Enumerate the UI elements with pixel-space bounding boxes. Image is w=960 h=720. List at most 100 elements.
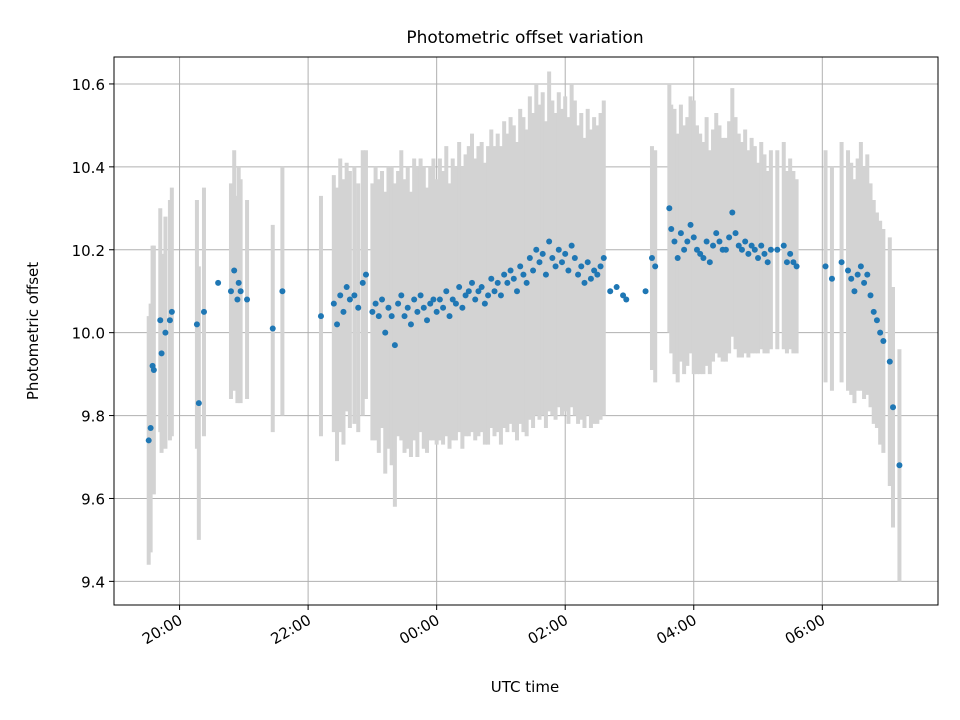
data-point	[758, 242, 765, 249]
data-point	[584, 259, 591, 266]
data-point	[501, 271, 508, 278]
axes-frame	[113, 56, 939, 606]
x-axis-label: UTC time	[491, 678, 559, 696]
data-point	[343, 284, 350, 291]
data-point	[674, 255, 681, 262]
data-point	[510, 275, 517, 282]
data-point	[755, 255, 762, 262]
data-point	[162, 329, 169, 336]
data-point	[469, 279, 476, 286]
data-point	[828, 275, 835, 282]
data-point	[147, 424, 154, 431]
data-point	[427, 300, 434, 307]
data-point	[317, 313, 324, 320]
data-point	[710, 242, 717, 249]
y-tick-label: 10.2	[72, 242, 105, 260]
data-point	[279, 288, 286, 295]
data-point	[780, 242, 787, 249]
y-tick-label: 9.8	[81, 408, 105, 426]
data-point	[600, 255, 607, 262]
data-point	[398, 292, 405, 299]
data-point	[546, 238, 553, 245]
data-point	[340, 308, 347, 315]
data-point	[424, 317, 431, 324]
data-point	[867, 292, 874, 299]
data-point	[379, 296, 386, 303]
data-point	[790, 259, 797, 266]
data-point	[549, 255, 556, 262]
data-point	[648, 255, 655, 262]
data-point	[857, 263, 864, 270]
data-point	[485, 292, 492, 299]
x-tick-label: 20:00	[139, 611, 185, 648]
data-point	[433, 308, 440, 315]
data-point	[774, 246, 781, 253]
y-tick-label: 10.6	[72, 76, 105, 94]
data-point	[623, 296, 630, 303]
data-point	[783, 259, 790, 266]
data-point	[729, 209, 736, 216]
data-point	[195, 400, 202, 407]
data-point	[845, 267, 852, 274]
data-point	[520, 271, 527, 278]
data-point	[375, 313, 382, 320]
data-point	[369, 308, 376, 315]
data-point	[269, 325, 276, 332]
data-point	[491, 288, 498, 295]
data-point	[555, 246, 562, 253]
data-point	[407, 321, 414, 328]
x-tick-label: 02:00	[525, 611, 571, 648]
data-point	[388, 313, 395, 320]
y-tick-label: 9.6	[81, 490, 105, 508]
data-point	[864, 271, 871, 278]
data-point	[420, 304, 427, 311]
data-point	[700, 255, 707, 262]
data-point	[684, 238, 691, 245]
data-point	[880, 337, 887, 344]
data-point	[234, 296, 241, 303]
data-point	[558, 259, 565, 266]
data-point	[244, 296, 251, 303]
data-point	[886, 358, 893, 365]
x-tick-label: 04:00	[653, 611, 699, 648]
data-point	[767, 246, 774, 253]
data-point	[565, 267, 572, 274]
data-point	[504, 279, 511, 286]
data-point	[591, 267, 598, 274]
data-point	[607, 288, 614, 295]
data-point	[575, 271, 582, 278]
data-point	[459, 304, 466, 311]
data-point	[475, 288, 482, 295]
data-point	[890, 404, 897, 411]
data-point	[877, 329, 884, 336]
data-point	[536, 259, 543, 266]
data-point	[539, 250, 546, 257]
data-point	[787, 250, 794, 257]
data-point	[193, 321, 200, 328]
data-point	[745, 250, 752, 257]
data-point	[351, 292, 358, 299]
chart-title: Photometric offset variation	[406, 28, 643, 48]
data-point	[690, 234, 697, 241]
data-point	[764, 259, 771, 266]
data-point	[235, 279, 242, 286]
data-point	[337, 292, 344, 299]
data-point	[395, 300, 402, 307]
x-tick-label: 00:00	[396, 611, 442, 648]
data-point	[552, 263, 559, 270]
data-point	[231, 267, 238, 274]
data-point	[391, 342, 398, 349]
data-point	[227, 288, 234, 295]
data-point	[697, 250, 704, 257]
data-point	[494, 279, 501, 286]
data-point	[703, 238, 710, 245]
data-point	[414, 308, 421, 315]
data-point	[873, 317, 880, 324]
data-point	[436, 296, 443, 303]
data-point	[158, 350, 165, 357]
data-point	[677, 230, 684, 237]
data-point	[497, 292, 504, 299]
data-point	[362, 271, 369, 278]
